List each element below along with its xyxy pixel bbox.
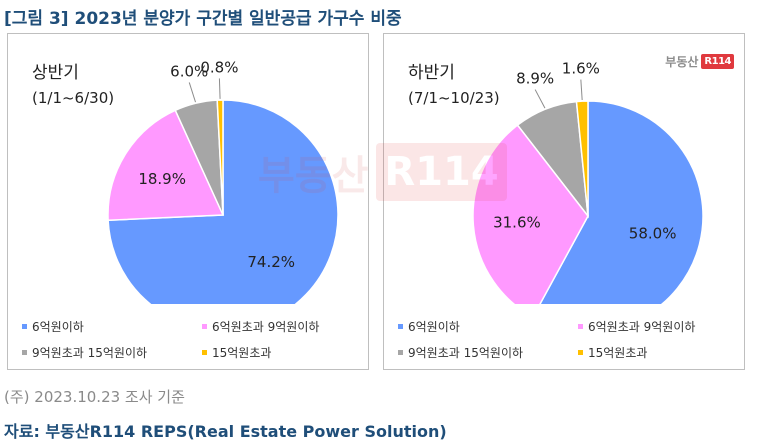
figure-title: [그림 3] 2023년 분양가 구간별 일반공급 가구수 비중 (4, 9, 402, 29)
data-label: 8.9% (516, 70, 554, 88)
chart-panel-first-half: 74.2% 18.9% 6.0% 0.8% 상반기 (1/1~6/30) 6억원이하 … (7, 33, 369, 370)
legend-item: 15억원초과 (202, 344, 271, 361)
period-range: (1/1~6/30) (32, 89, 115, 107)
data-label: 31.6% (493, 214, 541, 232)
legend-item: 6억원초과 9억원이하 (202, 318, 319, 335)
legend-label: 6억원초과 9억원이하 (212, 320, 320, 334)
legend-swatch (398, 324, 403, 329)
pie-chart-second-half: 58.0% 31.6% 8.9% 1.6% (472, 60, 704, 304)
data-label: 6.0% (170, 62, 208, 80)
legend-label: 9억원초과 15억원이하 (32, 346, 148, 360)
legend-label: 15억원초과 (212, 346, 272, 360)
chart-legend: 6억원이하 6억원초과 9억원이하 9억원초과 15억원이하 15억원초과 (398, 308, 738, 364)
legend-swatch (22, 350, 27, 355)
legend-item: 15억원초과 (578, 344, 647, 361)
legend-label: 15억원초과 (588, 346, 648, 360)
legend-item: 9억원초과 15억원이하 (22, 344, 147, 361)
data-label: 74.2% (247, 253, 295, 271)
logo-badge: R114 (701, 54, 734, 69)
legend-item: 9억원초과 15억원이하 (398, 344, 523, 361)
pie-slice (575, 100, 589, 217)
legend-label: 9억원초과 15억원이하 (408, 346, 524, 360)
leader-line (218, 78, 221, 99)
legend-item: 6억원이하 (22, 318, 84, 335)
leader-line (188, 82, 196, 103)
legend-swatch (202, 324, 207, 329)
pie-slice (472, 124, 589, 304)
legend-label: 6억원이하 (32, 320, 84, 334)
period-range: (7/1~10/23) (408, 89, 500, 107)
pie-chart-first-half: 74.2% 18.9% 6.0%0.8% (107, 58, 339, 304)
pie-slice (107, 109, 225, 222)
source-line: 자료: 부동산R114 REPS(Real Estate Power Solut… (4, 422, 447, 441)
period-title: 상반기 (32, 63, 79, 83)
legend-swatch (578, 350, 583, 355)
period-title: 하반기 (408, 63, 455, 83)
legend-item: 6억원초과 9억원이하 (578, 318, 695, 335)
logo-text: 부동산 (665, 55, 699, 69)
pie-slice (216, 99, 224, 216)
brand-logo: 부동산 R114 (665, 53, 734, 70)
survey-note: (주) 2023.10.23 조사 기준 (4, 388, 185, 406)
chart-legend: 6억원이하 6억원초과 9억원이하 9억원초과 15억원이하 15억원초과 (22, 308, 362, 364)
data-label: 1.6% (562, 60, 600, 78)
data-label: 0.8% (200, 58, 238, 76)
legend-swatch (22, 324, 27, 329)
legend-swatch (398, 350, 403, 355)
pie-slice (539, 100, 704, 304)
data-label: 18.9% (138, 170, 186, 188)
legend-swatch (202, 350, 207, 355)
leader-line (534, 89, 546, 109)
legend-swatch (578, 324, 583, 329)
data-label: 58.0% (629, 224, 677, 242)
leader-line (580, 79, 583, 101)
legend-item: 6억원이하 (398, 318, 460, 335)
chart-panel-second-half: 58.0% 31.6% 8.9% 1.6% 하반기 (7/1~10/23) 부동산 R… (383, 33, 745, 370)
legend-label: 6억원초과 9억원이하 (588, 320, 696, 334)
legend-label: 6억원이하 (408, 320, 460, 334)
